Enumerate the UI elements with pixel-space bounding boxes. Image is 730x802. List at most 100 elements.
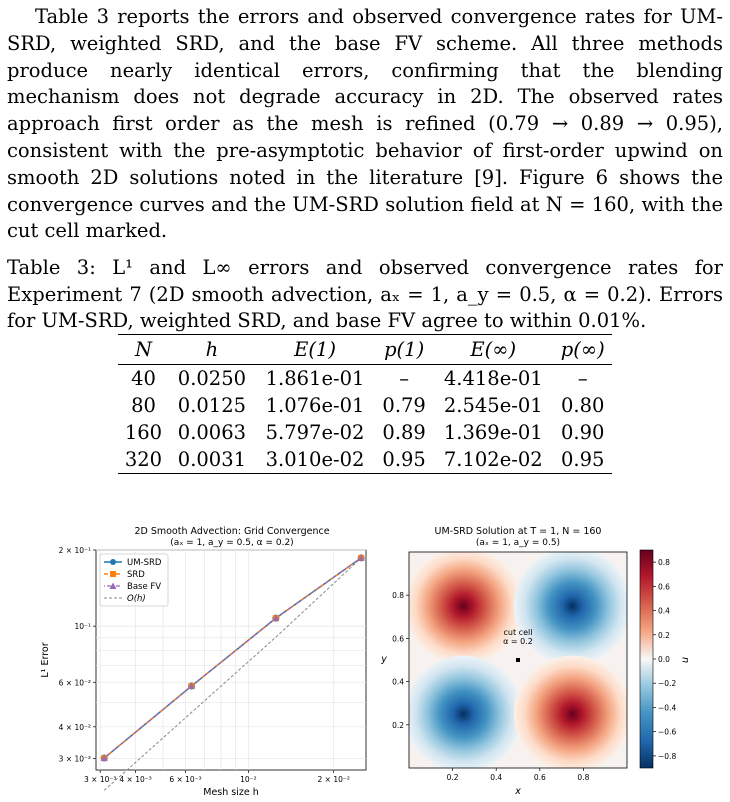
colorbar-tick-label: 0.8: [658, 558, 670, 567]
table-row: 80 0.0125 1.076e-01 0.79 2.545e-01 0.80: [118, 392, 612, 419]
cut-cell-alpha: α = 0.2: [503, 637, 533, 646]
x-tick-label: 0.4: [490, 773, 502, 782]
left-ylabel: L¹ Error: [40, 642, 51, 677]
x-tick-label: 2 × 10⁻²: [318, 775, 350, 784]
data-point: [272, 614, 280, 622]
right-ticks: 0.2 0.2 0.4 0.4 0.6 0.6 0.8 0.8: [392, 591, 590, 782]
body-paragraph: Table 3 reports the errors and observed …: [7, 5, 723, 243]
convergence-chart: 2D Smooth Advection: Grid Convergence (a…: [40, 526, 367, 798]
colorbar-tick-label: 0.4: [658, 607, 670, 616]
legend-label-srd: SRD: [127, 570, 145, 580]
cut-cell-marker: [516, 658, 520, 662]
y-tick-label: 0.8: [392, 591, 404, 600]
table-row: 320 0.0031 3.010e-02 0.95 7.102e-02 0.95: [118, 446, 612, 474]
negative-peak: [409, 655, 523, 768]
y-tick-label: 0.6: [392, 634, 404, 643]
table-cell: 0.0063: [177, 421, 247, 444]
table-cell: 3.010e-02: [254, 446, 376, 474]
data-point: [100, 754, 108, 762]
colorbar-tick-label: 0.2: [658, 631, 670, 640]
left-xlabel: Mesh size h: [203, 787, 259, 798]
legend-marker-basefv: [109, 582, 117, 589]
legend-label-umsrd: UM-SRD: [127, 558, 162, 568]
positive-peak: [513, 655, 627, 768]
table-cell: 0.0031: [168, 446, 255, 474]
y-tick-label: 4 × 10⁻²: [59, 723, 91, 732]
table-row: 160 0.0063 5.797e-02 0.89 1.369e-01 0.90: [118, 419, 612, 446]
positive-peak: [409, 552, 523, 665]
figure-6: 2D Smooth Advection: Grid Convergence (a…: [40, 526, 691, 798]
right-chart-subtitle: (aₓ = 1, a_y = 0.5): [476, 538, 560, 548]
cut-cell-label: cut cell: [504, 628, 533, 637]
left-chart-title: 2D Smooth Advection: Grid Convergence: [134, 526, 329, 537]
legend-label-basefv: Base FV: [127, 582, 161, 592]
right-ylabel: y: [380, 654, 387, 665]
colorbar-tick-label: −0.2: [658, 679, 676, 688]
table-cell: 0.90: [561, 421, 605, 444]
y-tick-label: 10⁻¹: [74, 622, 91, 631]
table-cell: 80: [131, 394, 156, 417]
table-cell: 5.797e-02: [265, 421, 365, 444]
table-cell: 0.89: [382, 421, 426, 444]
table-cell: 0.95: [375, 446, 434, 474]
colorbar-tick-label: 0.6: [658, 582, 670, 591]
colorbar-tick-label: −0.8: [658, 752, 676, 761]
x-tick-label: 0.8: [577, 773, 589, 782]
legend-marker-umsrd: [110, 559, 116, 565]
data-point: [357, 554, 365, 561]
data-point: [188, 682, 196, 690]
y-tick-label: 0.2: [392, 721, 404, 730]
right-xlabel: x: [514, 786, 521, 797]
table-cell: 160: [124, 421, 163, 444]
colorbar-ticks: 0.8 0.6 0.4 0.2 0.0 −0.2 −0.4 −0.6 −0.8: [653, 558, 676, 761]
right-chart-title: UM-SRD Solution at T = 1, N = 160: [435, 526, 602, 537]
table-cell: 40: [131, 367, 156, 390]
x-tick-label: 6 × 10⁻³: [169, 775, 201, 784]
y-tick-label: 3 × 10⁻²: [59, 754, 91, 763]
left-ticks: 3 × 10⁻³ 4 × 10⁻³ 6 × 10⁻³ 10⁻² 2 × 10⁻² 2 × …: [59, 546, 350, 784]
colorbar-tick-label: −0.4: [658, 703, 676, 712]
legend-label-oh: O(h): [127, 594, 146, 604]
solution-field-chart: UM-SRD Solution at T = 1, N = 160 (aₓ = …: [380, 526, 691, 797]
left-chart-subtitle: (aₓ = 1, a_y = 0.5, α = 0.2): [170, 538, 293, 548]
y-tick-label: 0.4: [392, 678, 404, 687]
legend: UM-SRD SRD Base FV O(h): [99, 553, 169, 607]
series-line-2: [103, 557, 362, 759]
table-cell: 7.102e-02: [433, 446, 554, 474]
table-cell: 4.418e-01: [443, 367, 543, 390]
colorbar-label: u: [680, 657, 691, 663]
table-cell: –: [399, 367, 410, 390]
table-cell: 2.545e-01: [443, 394, 543, 417]
right-plot-frame: [408, 551, 628, 769]
colorbar-tick-label: −0.6: [658, 728, 676, 737]
x-tick-label: 10⁻²: [240, 775, 257, 784]
table-header-h: h: [168, 334, 255, 365]
y-tick-label: 2 × 10⁻¹: [59, 546, 91, 555]
colorbar: [639, 549, 654, 769]
table-header-N: N: [118, 334, 169, 365]
table-cell: 0.79: [382, 394, 426, 417]
legend-marker-srd: [110, 571, 116, 577]
left-series: [100, 554, 365, 791]
table-cell: 1.369e-01: [443, 421, 543, 444]
table-header-Einf: E(∞): [433, 334, 554, 365]
results-table: N h E(1) p(1) E(∞) p(∞) 40 0.0250 1.861e-0…: [118, 334, 612, 474]
colorbar-tick-label: 0.0: [658, 655, 670, 664]
table-caption: Table 3: L¹ and L∞ errors and observed c…: [7, 256, 723, 332]
table-row: 40 0.0250 1.861e-01 – 4.418e-01 –: [118, 365, 612, 393]
table-header-pinf: p(∞): [553, 334, 612, 365]
table-cell: –: [577, 367, 588, 390]
table-cell: 0.0250: [177, 367, 247, 390]
table-header-E1: E(1): [254, 334, 376, 365]
y-tick-label: 6 × 10⁻²: [59, 678, 91, 687]
left-grid: [96, 549, 366, 770]
x-tick-label: 0.2: [447, 773, 459, 782]
x-tick-label: 0.6: [534, 773, 546, 782]
table-cell: 0.95: [553, 446, 612, 474]
x-tick-label: 4 × 10⁻³: [119, 775, 151, 784]
negative-peak: [513, 552, 627, 665]
table-cell: 0.80: [561, 394, 605, 417]
table-cell: 0.0125: [177, 394, 247, 417]
x-tick-label: 3 × 10⁻³: [84, 775, 116, 784]
table-cell: 1.861e-01: [265, 367, 365, 390]
